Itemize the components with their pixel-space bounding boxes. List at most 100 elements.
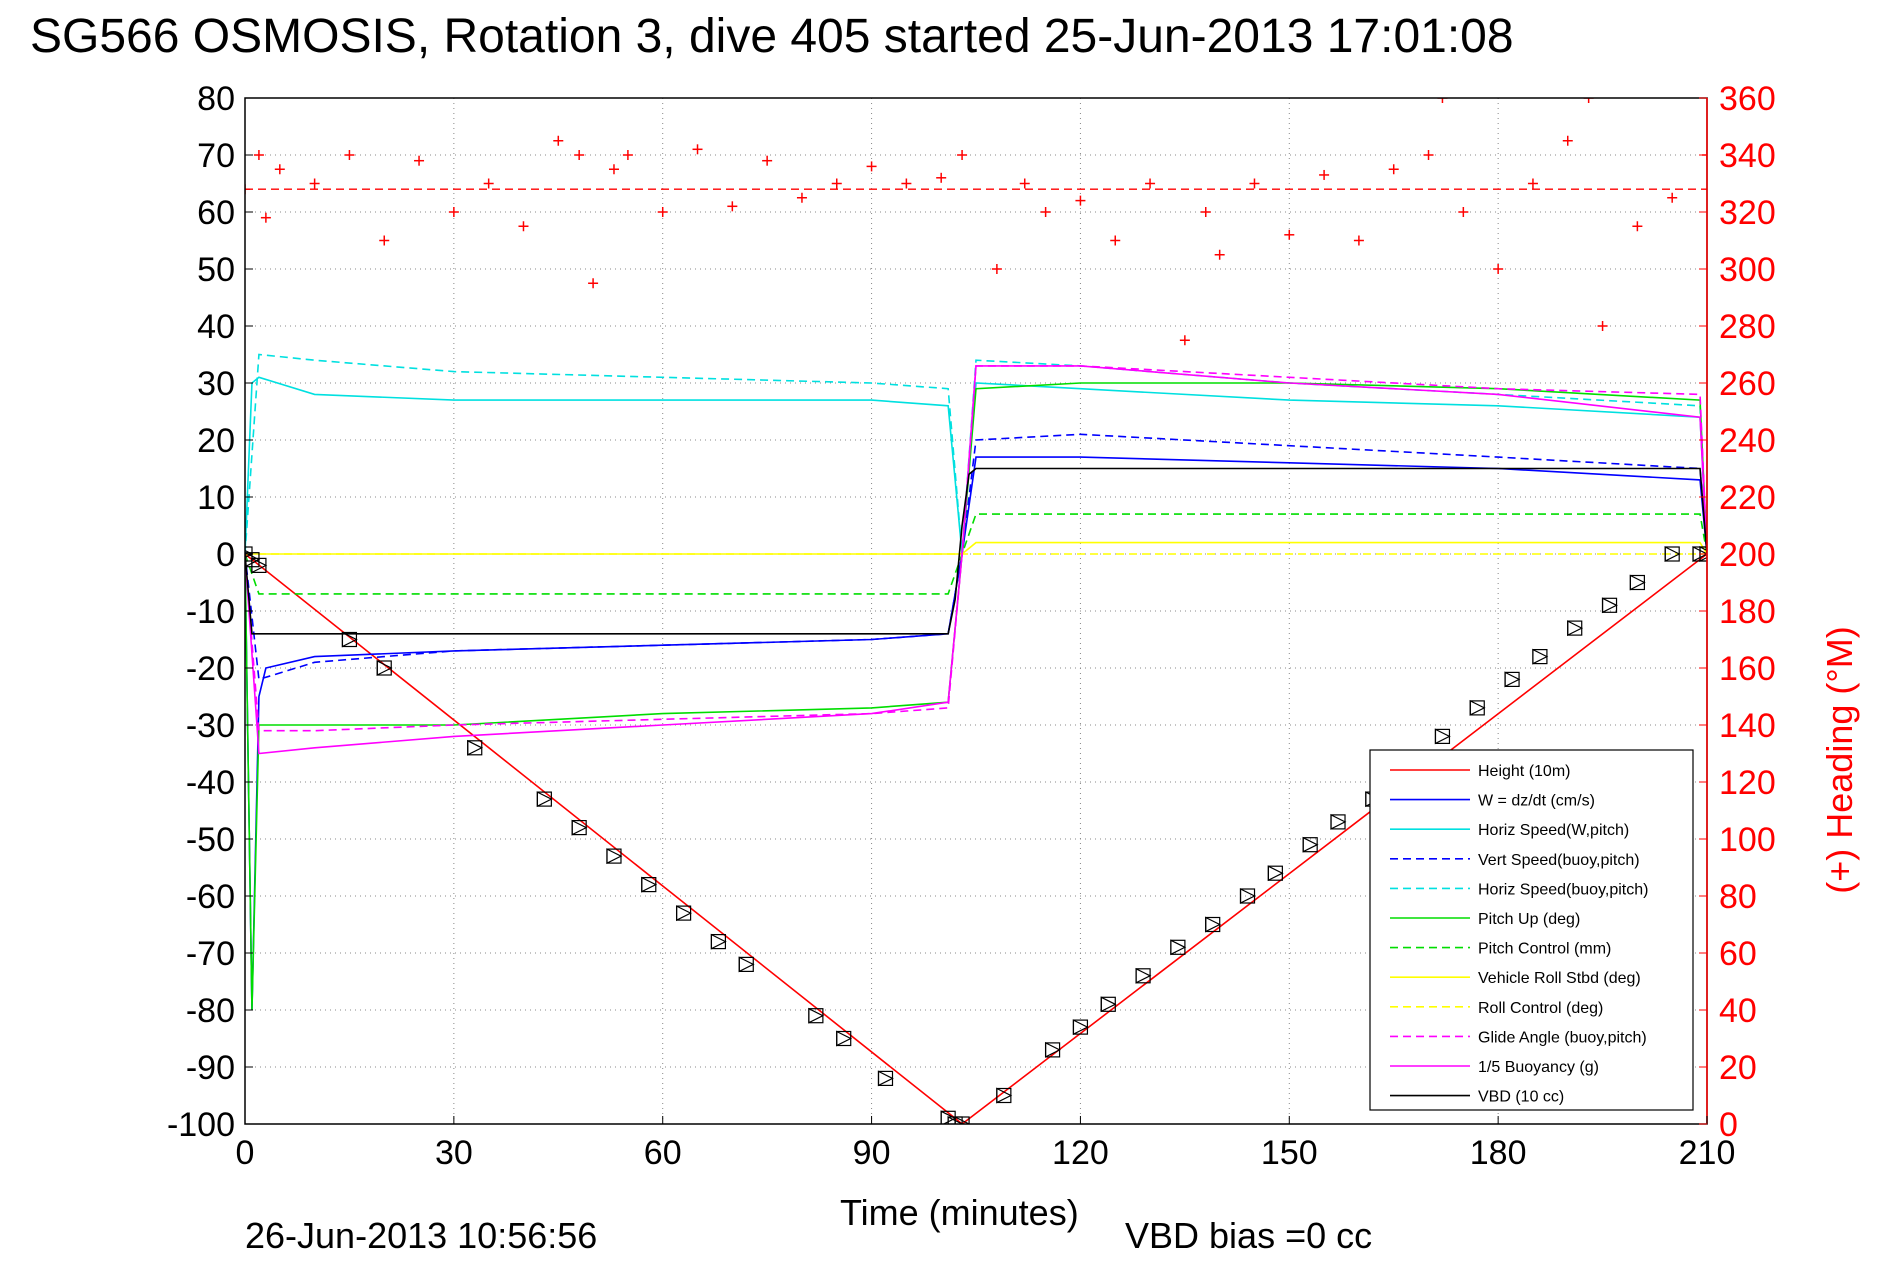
heading-point	[1493, 264, 1504, 274]
heading-point	[657, 207, 668, 217]
x-tick-label: 180	[1470, 1134, 1527, 1172]
heading-point	[448, 207, 459, 217]
depth-marker	[710, 933, 727, 950]
depth-marker	[1664, 546, 1681, 562]
y-tick-label: -100	[167, 1106, 235, 1144]
x-tick-label: 0	[236, 1134, 255, 1172]
depth-marker	[1469, 699, 1486, 716]
depth-marker	[1330, 813, 1347, 830]
y2-tick-label: 20	[1719, 1049, 1757, 1087]
heading-point	[901, 178, 912, 189]
legend-label: W = dz/dt (cm/s)	[1478, 793, 1595, 810]
legend-label: Pitch Control (mm)	[1478, 941, 1611, 958]
depth-marker	[808, 1007, 825, 1024]
legend-label: Pitch Up (deg)	[1478, 911, 1580, 928]
depth-marker	[1072, 1019, 1089, 1036]
y2-tick-label: 180	[1719, 593, 1776, 631]
depth-marker	[1532, 648, 1549, 665]
y-tick-label: -20	[186, 650, 235, 688]
depth-marker	[1302, 836, 1319, 853]
heading-point	[957, 150, 968, 160]
y2-tick-label: 120	[1719, 764, 1776, 802]
chart-title: SG566 OSMOSIS, Rotation 3, dive 405 star…	[30, 10, 1514, 63]
legend-label: Horiz Speed(W,pitch)	[1478, 822, 1629, 839]
heading-point	[866, 161, 877, 172]
heading-point	[1353, 235, 1364, 246]
y2-tick-label: 280	[1719, 308, 1776, 346]
depth-marker	[954, 1116, 971, 1124]
y2-tick-label: 320	[1719, 194, 1776, 232]
depth-marker	[1434, 728, 1451, 745]
legend-label: VBD (10 cc)	[1478, 1089, 1564, 1106]
legend-label: Vert Speed(buoy,pitch)	[1478, 852, 1640, 869]
depth-marker	[738, 956, 755, 973]
depth-markers	[245, 546, 1707, 1124]
series-layer	[245, 353, 1707, 1124]
heading-point	[1527, 178, 1538, 189]
heading-series	[245, 98, 1707, 346]
y-tick-label: 10	[197, 479, 235, 517]
footer-vbd-bias: VBD bias =0 cc	[1125, 1215, 1372, 1256]
heading-point	[1583, 98, 1594, 103]
heading-point	[1562, 135, 1573, 146]
x-axis-title: Time (minutes)	[840, 1192, 1079, 1233]
y-tick-label: 20	[197, 422, 235, 460]
series-line-10	[245, 365, 1707, 755]
y2-tick-label: 140	[1719, 707, 1776, 745]
depth-marker	[836, 1030, 853, 1047]
y2-tick-label: 360	[1719, 80, 1776, 118]
depth-marker	[341, 631, 358, 648]
depth-marker	[641, 876, 658, 893]
y2-tick-label: 300	[1719, 251, 1776, 289]
y-tick-label: -10	[186, 593, 235, 631]
heading-point	[1437, 98, 1448, 103]
depth-marker	[1205, 916, 1222, 933]
y2-tick-label: 220	[1719, 479, 1776, 517]
y-tick-label: -90	[186, 1049, 235, 1087]
heading-point	[796, 192, 807, 203]
series-line-11	[245, 467, 1707, 635]
y-tick-label: -70	[186, 935, 235, 973]
y2-tick-label: 260	[1719, 365, 1776, 403]
heading-point	[1597, 321, 1608, 331]
x-tick-label: 60	[644, 1134, 682, 1172]
heading-point	[553, 135, 564, 146]
heading-point	[245, 184, 250, 195]
y-tick-label: -40	[186, 764, 235, 802]
y2-tick-label: 80	[1719, 878, 1757, 916]
heading-point	[518, 221, 529, 232]
depth-marker	[376, 660, 393, 676]
y-tick-label: 80	[197, 80, 235, 118]
x-tick-label: 30	[435, 1134, 473, 1172]
x-tick-label: 120	[1052, 1134, 1109, 1172]
y-tick-label: -50	[186, 821, 235, 859]
heading-point	[1214, 249, 1225, 260]
depth-marker	[1629, 574, 1646, 591]
x-axis: 0 30 60 90 120 150 180 210	[236, 1116, 1735, 1172]
y2-tick-label: 340	[1719, 137, 1776, 175]
depth-marker	[536, 791, 553, 808]
x-tick-label: 90	[853, 1134, 891, 1172]
depth-marker	[467, 739, 484, 756]
depth-marker	[1044, 1041, 1061, 1058]
depth-marker	[877, 1070, 894, 1087]
heading-point	[991, 264, 1002, 274]
y-tick-label: 50	[197, 251, 235, 289]
heading-point	[692, 144, 703, 155]
heading-point	[1423, 150, 1434, 160]
y2-tick-label: 200	[1719, 536, 1776, 574]
depth-marker	[1504, 671, 1521, 688]
legend-label: Height (10m)	[1478, 763, 1570, 780]
depth-marker	[1267, 865, 1284, 882]
y2-tick-label: 0	[1719, 1106, 1738, 1144]
heading-point	[1110, 235, 1121, 246]
y-tick-label: 70	[197, 137, 235, 175]
heading-point	[1388, 164, 1399, 175]
heading-point	[574, 150, 585, 160]
heading-point	[1179, 335, 1190, 346]
legend: Height (10m) W = dz/dt (cm/s) Horiz Speed(…	[1369, 749, 1694, 1111]
heading-point	[1019, 178, 1030, 189]
y-tick-label: -30	[186, 707, 235, 745]
depth-marker	[1135, 967, 1152, 984]
